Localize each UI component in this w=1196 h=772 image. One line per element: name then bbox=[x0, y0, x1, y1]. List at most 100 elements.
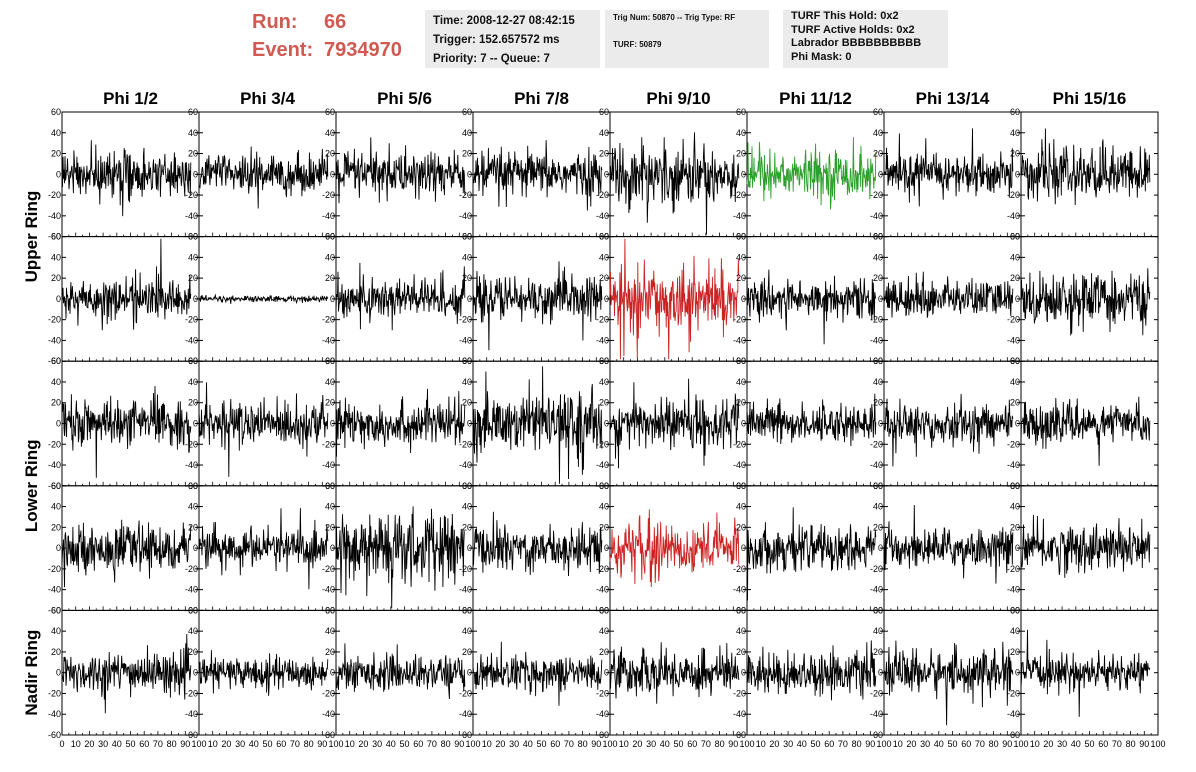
y-tick-label: -40 bbox=[48, 460, 61, 470]
y-tick-label: -60 bbox=[48, 730, 61, 740]
y-tick-label: 40 bbox=[873, 377, 883, 387]
y-tick-label: 0 bbox=[878, 543, 883, 553]
y-tick-label: 0 bbox=[1015, 419, 1020, 429]
y-tick-label: 20 bbox=[51, 149, 61, 159]
waveform-trace bbox=[883, 271, 1014, 318]
waveform-trace bbox=[472, 366, 603, 484]
y-tick-label: -60 bbox=[322, 730, 335, 740]
x-tick-label: 100 bbox=[328, 739, 343, 749]
waveform-trace bbox=[609, 642, 740, 704]
y-tick-label: 40 bbox=[736, 502, 746, 512]
x-tick-label: 60 bbox=[276, 739, 286, 749]
x-tick-label: 90 bbox=[180, 739, 190, 749]
waveform-trace bbox=[1020, 268, 1151, 336]
x-tick-label: 40 bbox=[112, 739, 122, 749]
x-tick-label: 40 bbox=[660, 739, 670, 749]
y-tick-label: 60 bbox=[325, 481, 335, 491]
x-tick-label: 20 bbox=[1043, 739, 1053, 749]
column-title: Phi 7/8 bbox=[514, 89, 569, 108]
waveform-trace bbox=[198, 146, 329, 209]
y-tick-label: -20 bbox=[48, 315, 61, 325]
y-tick-label: -40 bbox=[733, 460, 746, 470]
y-tick-label: 40 bbox=[873, 626, 883, 636]
row-title: Nadir Ring bbox=[22, 630, 41, 716]
y-tick-label: -40 bbox=[1007, 460, 1020, 470]
y-tick-label: 0 bbox=[1015, 294, 1020, 304]
y-tick-label: 20 bbox=[873, 149, 883, 159]
y-tick-label: 60 bbox=[873, 107, 883, 117]
x-tick-label: 10 bbox=[1030, 739, 1040, 749]
y-tick-label: -60 bbox=[48, 356, 61, 366]
y-tick-label: -20 bbox=[1007, 439, 1020, 449]
y-tick-label: 40 bbox=[325, 252, 335, 262]
waveform-trace bbox=[61, 519, 192, 588]
x-tick-label: 90 bbox=[591, 739, 601, 749]
y-tick-label: 60 bbox=[736, 605, 746, 615]
y-tick-label: -20 bbox=[185, 315, 198, 325]
y-tick-label: -20 bbox=[596, 439, 609, 449]
column-title: Phi 13/14 bbox=[916, 89, 990, 108]
waveform-trace bbox=[335, 262, 466, 331]
y-tick-label: -60 bbox=[459, 730, 472, 740]
y-tick-label: 60 bbox=[599, 481, 609, 491]
y-tick-label: -20 bbox=[48, 439, 61, 449]
y-tick-label: -20 bbox=[870, 564, 883, 574]
y-tick-label: -40 bbox=[1007, 709, 1020, 719]
y-tick-label: 20 bbox=[462, 149, 472, 159]
x-tick-label: 20 bbox=[632, 739, 642, 749]
y-tick-label: 60 bbox=[188, 481, 198, 491]
waveform-trace bbox=[198, 650, 329, 696]
y-tick-label: 0 bbox=[878, 419, 883, 429]
y-tick-label: 0 bbox=[604, 543, 609, 553]
y-tick-label: 60 bbox=[599, 605, 609, 615]
y-tick-label: -20 bbox=[185, 190, 198, 200]
waveform-trace bbox=[609, 132, 740, 235]
waveform-trace bbox=[609, 378, 740, 469]
x-tick-label: 80 bbox=[852, 739, 862, 749]
x-tick-label: 60 bbox=[550, 739, 560, 749]
y-tick-label: 20 bbox=[51, 273, 61, 283]
y-tick-label: -40 bbox=[1007, 585, 1020, 595]
y-tick-label: 40 bbox=[1010, 502, 1020, 512]
y-tick-label: -40 bbox=[596, 460, 609, 470]
y-tick-label: -20 bbox=[596, 190, 609, 200]
y-tick-label: -40 bbox=[185, 460, 198, 470]
y-tick-label: 60 bbox=[462, 481, 472, 491]
column-title: Phi 9/10 bbox=[646, 89, 710, 108]
y-tick-label: 60 bbox=[873, 232, 883, 242]
waveform-trace bbox=[472, 140, 603, 211]
y-tick-label: 20 bbox=[1010, 522, 1020, 532]
x-tick-label: 70 bbox=[838, 739, 848, 749]
y-tick-label: 0 bbox=[330, 668, 335, 678]
y-tick-label: 40 bbox=[462, 626, 472, 636]
y-tick-label: 40 bbox=[51, 502, 61, 512]
y-tick-label: 0 bbox=[56, 294, 61, 304]
y-tick-label: 60 bbox=[736, 232, 746, 242]
y-tick-label: 40 bbox=[599, 128, 609, 138]
y-tick-label: 40 bbox=[51, 128, 61, 138]
x-tick-label: 60 bbox=[1098, 739, 1108, 749]
y-tick-label: 60 bbox=[51, 481, 61, 491]
waveform-trace bbox=[1020, 514, 1151, 578]
y-tick-label: -40 bbox=[1007, 335, 1020, 345]
x-tick-label: 50 bbox=[399, 739, 409, 749]
y-tick-label: 0 bbox=[330, 294, 335, 304]
y-tick-label: 0 bbox=[604, 294, 609, 304]
x-tick-label: 40 bbox=[934, 739, 944, 749]
y-tick-label: -40 bbox=[870, 709, 883, 719]
y-tick-label: 20 bbox=[873, 647, 883, 657]
trig-num-text: Trig Num: 50870 -- Trig Type: RF bbox=[613, 13, 736, 22]
y-tick-label: -60 bbox=[48, 232, 61, 242]
